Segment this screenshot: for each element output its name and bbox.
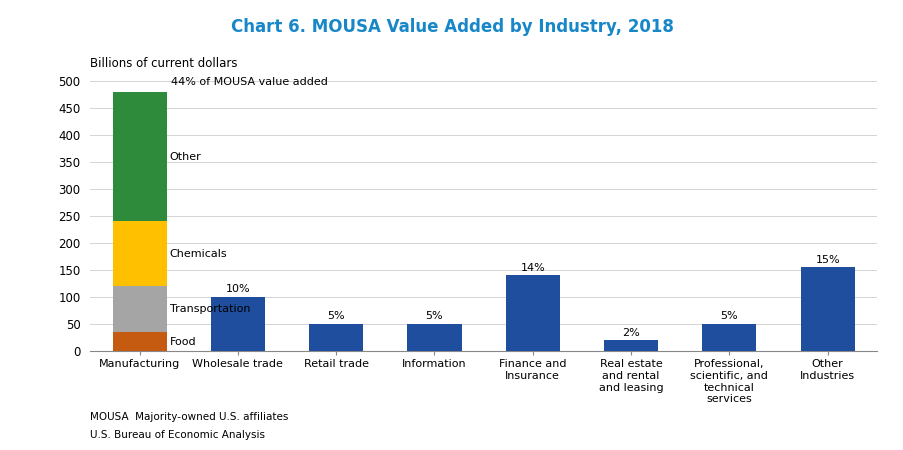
Text: 2%: 2%	[621, 328, 639, 338]
Bar	[702, 324, 756, 351]
Text: 5%: 5%	[327, 311, 345, 321]
Bar	[407, 324, 461, 351]
Text: 10%: 10%	[226, 284, 250, 294]
Bar	[210, 297, 265, 351]
Bar	[112, 286, 166, 332]
Text: Transportation: Transportation	[170, 304, 250, 314]
Text: Chemicals: Chemicals	[170, 249, 227, 259]
Bar	[112, 332, 166, 351]
Bar	[112, 92, 166, 221]
Text: 44% of MOUSA value added: 44% of MOUSA value added	[171, 77, 328, 87]
Text: 5%: 5%	[425, 311, 442, 321]
Text: Billions of current dollars: Billions of current dollars	[90, 57, 237, 70]
Text: Other: Other	[170, 152, 201, 162]
Bar	[603, 340, 657, 351]
Text: 5%: 5%	[720, 311, 738, 321]
Text: Food: Food	[170, 337, 196, 347]
Text: MOUSA  Majority-owned U.S. affiliates: MOUSA Majority-owned U.S. affiliates	[90, 412, 288, 422]
Bar	[505, 275, 559, 351]
Bar	[800, 267, 854, 351]
Text: Chart 6. MOUSA Value Added by Industry, 2018: Chart 6. MOUSA Value Added by Industry, …	[230, 18, 673, 36]
Text: 14%: 14%	[520, 263, 545, 273]
Text: U.S. Bureau of Economic Analysis: U.S. Bureau of Economic Analysis	[90, 430, 265, 440]
Text: 15%: 15%	[815, 255, 839, 265]
Bar	[309, 324, 363, 351]
Bar	[112, 221, 166, 286]
